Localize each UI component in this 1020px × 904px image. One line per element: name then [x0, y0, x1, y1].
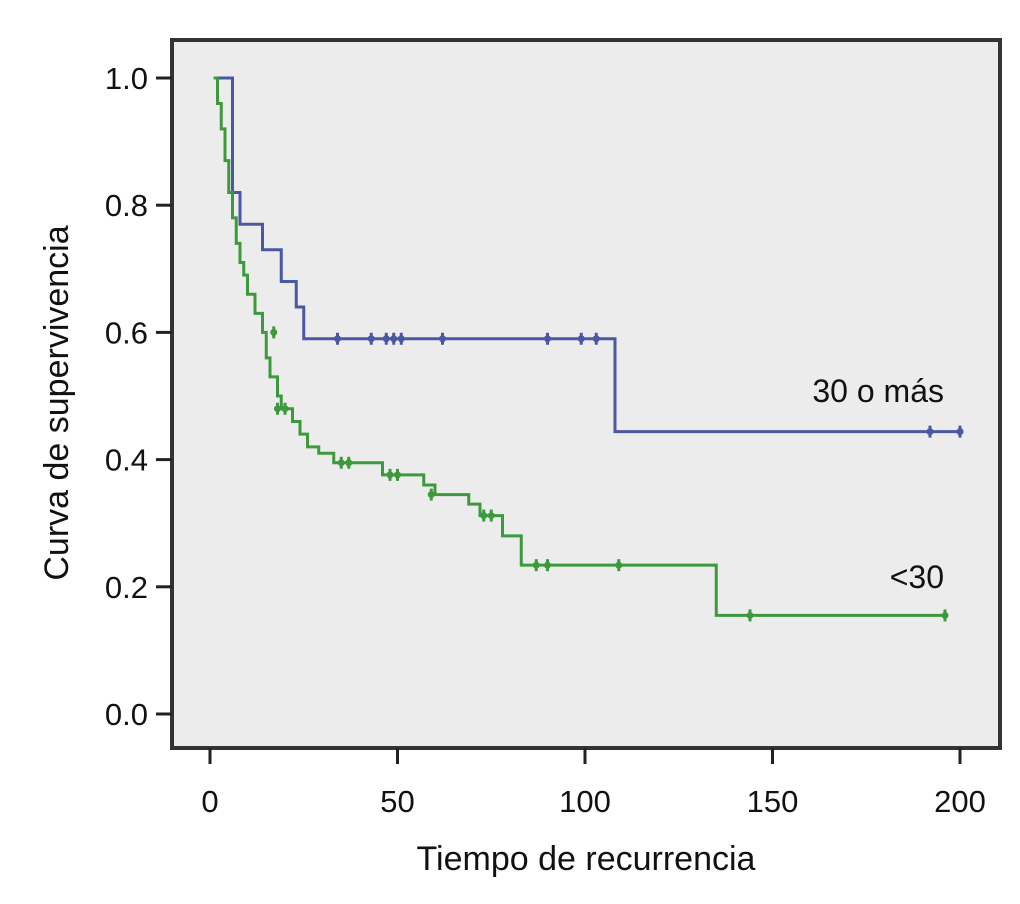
series-label-30-o-mas: 30 o más: [812, 373, 944, 409]
x-axis: 0 50 100 150 200: [201, 748, 986, 819]
y-tick-label: 0.0: [105, 697, 148, 732]
censor-point: [281, 405, 289, 413]
censor-point: [274, 405, 281, 413]
censor-point: [532, 561, 540, 569]
x-tick-label: 0: [201, 784, 218, 819]
censor-point: [592, 335, 600, 343]
censor-point: [337, 459, 345, 467]
y-axis-title: Curva de supervivencia: [38, 225, 76, 580]
censor-point: [544, 561, 551, 569]
y-tick-label: 0.2: [105, 570, 148, 605]
censor-point: [956, 428, 964, 436]
censor-point: [480, 512, 488, 520]
censor-point: [926, 428, 934, 436]
y-tick-label: 0.4: [105, 443, 148, 478]
censor-point: [487, 512, 495, 520]
censor-point: [345, 459, 353, 467]
censor-point: [427, 491, 435, 499]
y-tick-label: 0.8: [105, 188, 148, 223]
censor-point: [615, 561, 623, 569]
censor-point: [270, 328, 278, 336]
censor-point: [577, 335, 585, 343]
series-line-1: [213, 76, 945, 617]
censor-point: [367, 335, 375, 343]
censor-point: [941, 611, 949, 619]
censor-point: [394, 471, 401, 479]
x-axis-title: Tiempo de recurrencia: [417, 840, 756, 878]
censor-point: [386, 471, 394, 479]
censor-point: [397, 335, 405, 343]
x-tick-label: 200: [934, 784, 986, 819]
censor-point: [746, 611, 754, 619]
censor-point: [382, 335, 390, 343]
censor-point: [544, 335, 551, 343]
x-tick-label: 100: [559, 784, 611, 819]
y-axis: 0.0 0.2 0.4 0.6 0.8 1.0: [105, 61, 172, 732]
x-tick-label: 50: [380, 784, 414, 819]
series-label-lt-30: <30: [890, 559, 944, 595]
series-line-0: [213, 76, 960, 434]
series-layer: [213, 76, 964, 622]
censor-point: [334, 335, 341, 343]
censor-point: [439, 335, 446, 343]
y-tick-label: 1.0: [105, 61, 148, 96]
x-tick-label: 150: [747, 784, 799, 819]
censor-point: [390, 335, 398, 343]
y-tick-label: 0.6: [105, 315, 148, 350]
plot-area: [170, 38, 1002, 750]
